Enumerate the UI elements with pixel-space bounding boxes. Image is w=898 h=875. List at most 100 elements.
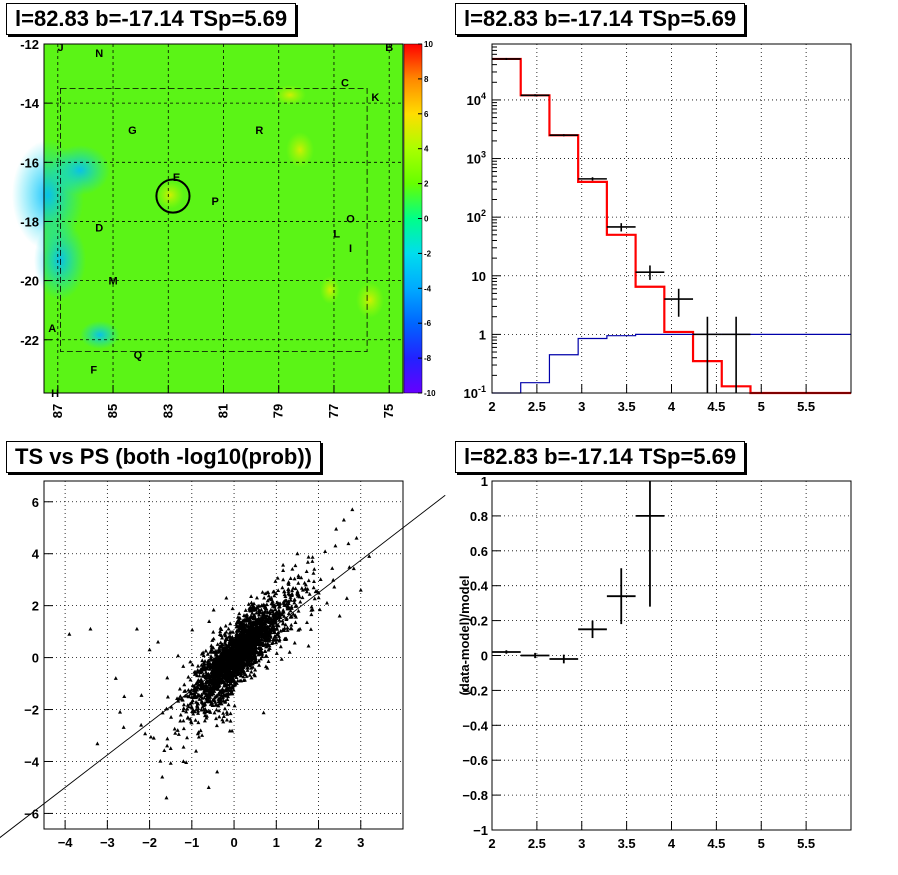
fit-line <box>0 494 446 839</box>
scatter-point <box>236 654 241 658</box>
scatter-point <box>196 720 201 725</box>
scatter-point <box>265 598 270 603</box>
scatter-point <box>235 615 240 619</box>
scatter-point <box>202 702 207 707</box>
y-tick-label: 10 <box>472 269 486 284</box>
scatter-point <box>274 651 279 655</box>
scatter-point <box>223 675 228 680</box>
scatter-point <box>226 673 231 678</box>
scatter-point <box>281 621 286 626</box>
scatter-point <box>292 576 297 581</box>
scatter-point <box>216 678 221 683</box>
scatter-point <box>200 658 205 663</box>
scatter-point <box>181 744 186 749</box>
scatter-point <box>211 629 216 634</box>
scatter-point <box>147 647 152 652</box>
scatter-point <box>225 654 230 658</box>
y-tick-label: 1 <box>481 474 488 489</box>
scatter-point <box>256 652 261 657</box>
scatter-point <box>300 587 305 592</box>
x-tick-label: 2 <box>315 835 322 850</box>
scatter-point <box>206 679 211 684</box>
scatter-point <box>223 638 228 643</box>
scatter-point <box>185 735 190 740</box>
scatter-point <box>229 681 234 686</box>
y-tick-label: 0 <box>481 649 488 664</box>
scatter-point <box>210 703 215 707</box>
scatter-point <box>207 699 212 704</box>
scatter-point <box>194 748 199 753</box>
scatter-point <box>221 672 226 677</box>
scatter-point <box>268 607 273 612</box>
scatter-point <box>225 657 230 661</box>
scatter-point <box>228 629 233 634</box>
x-tick-label: 87 <box>50 404 65 418</box>
scatter-point <box>221 711 226 715</box>
y-tick-label: 0.2 <box>470 614 488 629</box>
scatter-point <box>216 675 221 679</box>
scatter-point <box>260 610 265 615</box>
scatter-point <box>218 629 223 634</box>
scatter-point <box>177 686 182 691</box>
scatter-point <box>234 675 239 679</box>
scatter-point <box>283 598 288 603</box>
scatter-point <box>205 666 210 671</box>
scatter-point <box>239 660 244 665</box>
scatter-point <box>266 647 271 652</box>
scatter-point <box>238 678 243 683</box>
colorbar-tick-label: -8 <box>424 354 432 363</box>
scatter-point <box>288 608 293 613</box>
y-tick-label: 1 <box>479 327 486 342</box>
skymap-title: l=82.83 b=-17.14 TSp=5.69 <box>6 3 297 35</box>
scatter-point <box>220 635 225 640</box>
scatter-point <box>215 654 220 658</box>
scatter-point <box>206 671 211 676</box>
scatter-point <box>193 718 198 722</box>
scatter-point <box>273 579 278 583</box>
scatter-point <box>208 649 213 654</box>
scatter-point <box>200 669 205 674</box>
scatter-point <box>223 623 228 628</box>
scatter-point <box>143 731 148 736</box>
heatmap-blob <box>80 321 120 349</box>
scatter-point <box>311 571 316 575</box>
scatter-point <box>196 677 201 682</box>
scatter-point <box>244 653 249 658</box>
scatter-point <box>282 592 287 597</box>
scatter-point <box>256 658 261 663</box>
scatter-point <box>212 658 217 662</box>
residual-chart: 2 2.5 3 3.5 4 4.5 5 5.5 1 0.8 0.6 0.4 0.2 0 −0.2 −0.4 −0… <box>457 474 852 851</box>
scatter-point <box>209 654 214 658</box>
scatter-point <box>230 664 235 668</box>
scatter-point <box>254 632 259 636</box>
scatter-point <box>214 685 219 690</box>
scatter-point <box>276 588 281 593</box>
x-tick-label: 4.5 <box>707 836 725 851</box>
x-tick-label: 2 <box>488 399 495 414</box>
scatter-point <box>230 636 235 641</box>
scatter-point <box>247 673 252 677</box>
scatter-point <box>224 717 229 722</box>
scatter-point <box>209 670 214 675</box>
colorbar-tick-label: -10 <box>424 389 436 398</box>
scatter-point <box>200 733 205 737</box>
x-tick-label: 3 <box>578 836 585 851</box>
scatter-point <box>231 687 236 692</box>
x-tick-label: 4 <box>668 836 676 851</box>
scatter-point <box>305 560 310 564</box>
scatter-point <box>218 666 223 671</box>
scatter-point <box>190 662 195 667</box>
scatter-point <box>204 709 209 713</box>
scatter-point <box>286 580 291 584</box>
scatter-point <box>253 616 258 620</box>
scatter-point <box>276 611 281 616</box>
scatter-point <box>246 624 251 628</box>
scatter-point <box>229 688 234 693</box>
scatter-point <box>181 759 186 763</box>
scatter-point <box>286 587 291 591</box>
scatter-point <box>244 674 249 678</box>
scatter-point <box>201 707 206 711</box>
scatter-point <box>208 710 213 714</box>
residual-title: l=82.83 b=-17.14 TSp=5.69 <box>455 441 746 473</box>
